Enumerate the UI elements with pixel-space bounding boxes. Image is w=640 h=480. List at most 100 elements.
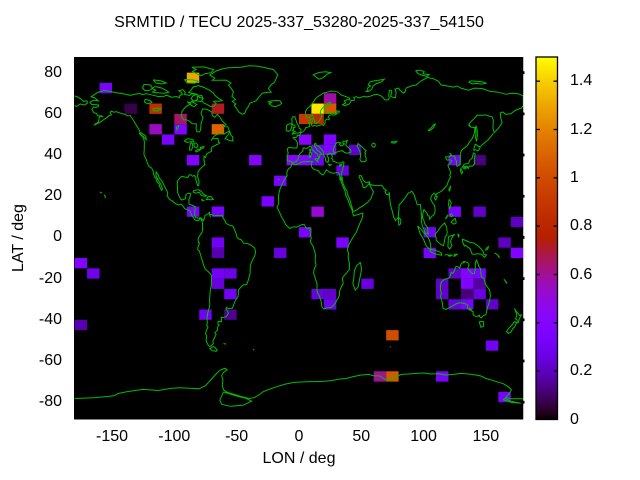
colorbar-tick-label: 1.2	[570, 120, 593, 138]
tec-cell	[510, 216, 524, 228]
tec-cell	[311, 206, 324, 217]
tec-cell	[87, 268, 100, 279]
tec-cell	[211, 103, 225, 114]
x-tick-label: 100	[410, 428, 437, 445]
tec-cell	[224, 288, 237, 300]
tec-cell	[323, 93, 337, 104]
tec-cell	[149, 124, 162, 135]
colorbar-swatch	[535, 56, 559, 421]
colorbar-tick-label: 1	[570, 168, 579, 186]
tec-cell	[74, 319, 88, 331]
colorbar	[535, 56, 559, 421]
y-tick-label: -80	[38, 393, 62, 411]
colorbar-tick-label: 0.8	[570, 217, 593, 235]
tec-cell	[199, 309, 212, 320]
colorbar-tick-label: 1.4	[570, 72, 593, 90]
colorbar-tick-label: 0.4	[570, 313, 593, 331]
tec-cell	[174, 124, 187, 135]
tec-cell	[311, 288, 324, 300]
x-tick-label: 0	[294, 428, 304, 445]
colorbar-tick-label: 0.6	[570, 265, 593, 283]
x-tick-label: -100	[158, 428, 191, 445]
tec-cell	[473, 278, 486, 289]
x-tick-label: 50	[352, 428, 371, 445]
colorbar-tick-label: 0.2	[570, 362, 593, 380]
tec-cell	[99, 82, 113, 94]
tec-cell	[74, 258, 88, 269]
x-tick-label: -150	[95, 428, 129, 445]
tec-cell	[311, 113, 324, 125]
x-tick-label: 150	[472, 428, 500, 445]
x-tick-label: -50	[225, 428, 249, 445]
tec-cell	[224, 309, 237, 320]
tec-cell	[211, 206, 225, 217]
y-tick-label: -20	[38, 269, 62, 287]
tec-cell	[348, 144, 362, 156]
tec-cell	[174, 113, 187, 125]
tec-cell	[211, 247, 225, 259]
tec-cell	[298, 134, 312, 145]
tec-cell	[473, 268, 486, 279]
y-tick-label: 20	[44, 187, 62, 205]
tec-cell	[211, 268, 225, 279]
tec-cell	[249, 155, 262, 166]
tec-cell	[224, 268, 237, 279]
tec-cell	[274, 175, 287, 186]
tec-cell	[211, 278, 225, 289]
tec-cell	[485, 340, 499, 351]
x-axis-label: LON / deg	[262, 450, 336, 467]
y-tick-label: 80	[44, 63, 62, 81]
tec-cell	[323, 144, 337, 156]
tec-cell	[161, 134, 175, 145]
tec-cell	[510, 247, 524, 259]
tec-cell	[485, 299, 499, 310]
tec-cell	[423, 247, 437, 259]
tec-cell	[361, 278, 374, 289]
tec-cell	[186, 155, 200, 166]
tec-cell	[298, 155, 312, 166]
tec-cell	[386, 371, 399, 382]
tec-cell	[286, 155, 299, 166]
tec-cell	[261, 196, 275, 207]
tec-cell	[124, 103, 137, 114]
y-tick-label: 60	[44, 104, 62, 122]
tec-cell	[323, 134, 337, 145]
colorbar-tick-label: 0	[570, 410, 579, 428]
y-tick-label: 0	[53, 228, 62, 246]
tec-cell	[298, 227, 312, 238]
tec-cell	[460, 268, 474, 279]
tec-cell	[436, 278, 449, 289]
tec-cell	[311, 103, 324, 114]
tec-cell	[323, 288, 337, 300]
tec-cell	[298, 113, 312, 125]
tec-cell	[473, 288, 486, 300]
tec-cell	[448, 155, 461, 166]
tec-cell	[186, 206, 200, 217]
tec-cell	[473, 155, 486, 166]
y-tick-label: -40	[38, 310, 62, 328]
tec-cell	[498, 237, 511, 248]
chart-title: SRMTID / TECU 2025-337_53280-2025-337_54…	[114, 14, 484, 31]
tec-cell	[323, 299, 337, 310]
tec-cell	[386, 330, 399, 341]
tec-cell	[211, 237, 225, 248]
tec-cell	[448, 206, 461, 217]
tec-cell	[436, 371, 449, 382]
tec-cell	[436, 288, 449, 300]
tec-cell	[211, 124, 225, 135]
tec-cell	[186, 72, 200, 83]
tec-cell	[498, 391, 511, 403]
world-map-plot	[74, 57, 525, 420]
tec-cell	[336, 237, 349, 248]
tec-cell	[274, 247, 287, 259]
map-background	[74, 57, 525, 420]
y-tick-label: 40	[44, 146, 62, 164]
y-tick-label: -60	[38, 352, 62, 369]
tec-cell	[460, 288, 474, 300]
tec-cell	[473, 206, 486, 217]
tec-cell	[323, 103, 337, 114]
tec-cell	[448, 268, 461, 279]
tec-cell	[423, 227, 437, 238]
coastlines	[74, 65, 524, 407]
